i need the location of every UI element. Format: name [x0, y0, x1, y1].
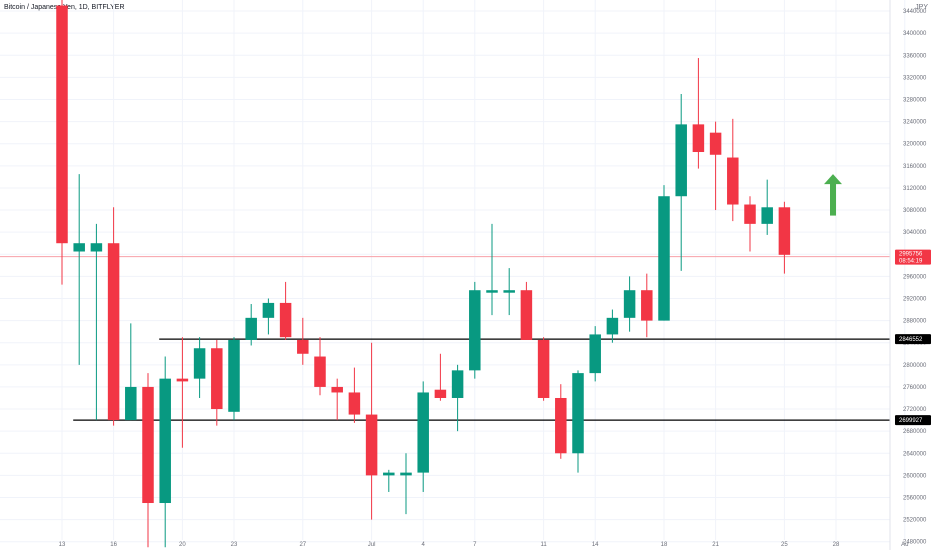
candle-body [709, 132, 722, 155]
candle-body [125, 386, 137, 421]
x-tick-label: 18 [661, 542, 668, 548]
candle-body [73, 243, 85, 252]
candle-body [451, 370, 464, 398]
level-badge-value: 2846552 [899, 337, 923, 343]
candle-body [486, 290, 498, 293]
x-tick-label: 13 [59, 542, 66, 548]
y-tick-label: 3200000 [903, 142, 927, 148]
x-tick-label: 20 [179, 542, 186, 548]
x-tick-label: 4 [422, 542, 426, 548]
candle-body [279, 302, 292, 338]
candle-body [56, 5, 68, 244]
candle-body [142, 386, 154, 504]
candle-body [228, 339, 240, 412]
x-tick-label: 23 [231, 542, 238, 548]
candle-body [692, 124, 705, 153]
last-price-badge [895, 249, 931, 265]
level-badge [895, 334, 931, 345]
arrow-up-icon [824, 174, 842, 185]
y-tick-label: 3440000 [903, 9, 927, 15]
candle-body [176, 378, 189, 382]
y-tick-label: 3240000 [903, 120, 927, 126]
last-price-value: 2995756 [899, 252, 923, 258]
currency-label: JPY [915, 4, 928, 11]
candle-body [778, 207, 791, 255]
candle-body [400, 472, 412, 476]
y-tick-label: 2680000 [903, 429, 927, 435]
candle-body [159, 378, 171, 504]
candle-body [589, 334, 601, 374]
candle-body [90, 243, 103, 252]
candle-body [658, 196, 670, 321]
level-badge-value: 2699927 [899, 418, 923, 424]
arrow-up-icon-shaft [830, 183, 836, 216]
candle-body [245, 317, 257, 340]
candle-body [537, 339, 550, 398]
candle-body [572, 373, 584, 454]
y-tick-label: 2480000 [903, 540, 927, 546]
candle-body [727, 157, 739, 205]
candle-body [417, 392, 429, 473]
x-tick-label: 25 [781, 542, 788, 548]
axes: 2480000 2520000 2560000 2600000 2640000 26800… [59, 0, 927, 550]
x-tick-label: 27 [299, 542, 306, 548]
annotation-layer [824, 174, 842, 216]
candle-body [469, 290, 481, 371]
candle-body [555, 397, 567, 454]
candle-body [623, 290, 636, 318]
candles [56, 0, 791, 548]
candle-body [365, 414, 378, 476]
candle-body [675, 124, 687, 197]
candle-body [383, 472, 395, 476]
candle-body [503, 290, 515, 293]
y-tick-label: 3280000 [903, 97, 927, 103]
y-tick-label: 3080000 [903, 208, 927, 214]
candle-body [434, 389, 447, 398]
x-tick-label: 28 [833, 542, 840, 548]
x-tick-label: 14 [592, 542, 599, 548]
x-tick-label: Au [901, 542, 908, 548]
y-tick-label: 3320000 [903, 75, 927, 81]
x-tick-label: 7 [473, 542, 477, 548]
x-tick-label: 16 [110, 542, 117, 548]
y-tick-label: 2920000 [903, 296, 927, 302]
candle-body [348, 392, 361, 415]
candle-body [314, 356, 326, 387]
candle-body [520, 290, 533, 340]
x-tick-label: Jul [368, 542, 376, 548]
y-tick-label: 2560000 [903, 495, 927, 501]
y-tick-label: 3160000 [903, 164, 927, 170]
y-tick-label: 3120000 [903, 186, 927, 192]
candle-body [193, 348, 206, 379]
candle-body [262, 302, 275, 318]
candle-body [107, 243, 120, 421]
y-tick-label: 3400000 [903, 31, 927, 37]
candle-body [297, 339, 309, 354]
y-tick-label: 2760000 [903, 385, 927, 391]
y-tick-label: 2600000 [903, 473, 927, 479]
y-tick-label: 2520000 [903, 518, 927, 524]
level-badge [895, 415, 931, 426]
y-tick-label: 3360000 [903, 53, 927, 59]
grid [0, 0, 906, 543]
candle-body [606, 317, 619, 335]
candle-body [761, 207, 773, 224]
candle-body [211, 348, 223, 410]
candle-body [641, 290, 653, 321]
y-tick-label: 2640000 [903, 451, 927, 457]
y-tick-label: 2720000 [903, 407, 927, 413]
x-tick-label: 11 [540, 542, 547, 548]
y-tick-label: 2800000 [903, 363, 927, 369]
y-tick-label: 3040000 [903, 230, 927, 236]
last-price-countdown: 08:54:19 [899, 259, 923, 265]
y-tick-label: 2880000 [903, 319, 927, 325]
candle-body [331, 386, 343, 393]
y-tick-label: 2960000 [903, 274, 927, 280]
x-tick-label: 21 [712, 542, 719, 548]
candle-body [744, 204, 756, 224]
